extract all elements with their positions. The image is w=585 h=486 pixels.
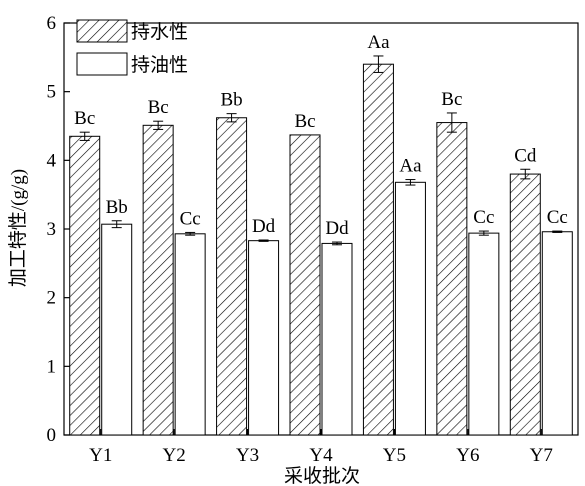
- x-tick-label: Y2: [163, 445, 186, 466]
- legend-swatch-hatch: [76, 19, 128, 43]
- y-axis-label: 加工特性/(g/g): [7, 169, 29, 287]
- x-tick-label: Y3: [236, 445, 259, 466]
- x-tick-label: Y5: [383, 445, 406, 466]
- bar-oil-y2: [174, 233, 206, 436]
- significance-label: Bc: [441, 89, 462, 110]
- significance-label: Cd: [514, 145, 537, 166]
- plot-frame: [63, 22, 579, 436]
- bar-oil-y6: [468, 232, 500, 436]
- bars: Bc Bb Bc Cc Bb Dd Bc Dd Aa Aa Bc Cc Cd Cc: [69, 32, 573, 436]
- y-ticks: 0 1 2 3 4 5 6: [47, 13, 70, 446]
- y-tick-label: 1: [47, 356, 57, 377]
- bar-oil-y5: [394, 181, 426, 436]
- significance-label: Cc: [473, 207, 494, 228]
- x-tick-label: Y1: [89, 445, 112, 466]
- y-tick-label: 2: [47, 288, 57, 309]
- x-tick-label: Y6: [456, 445, 479, 466]
- legend: 持水性 持油性: [76, 19, 188, 76]
- significance-label: Bc: [148, 97, 169, 118]
- bar-oil-y3: [248, 240, 280, 436]
- x-axis-label: 采收批次: [284, 465, 360, 486]
- bar-water-y4: [289, 134, 321, 436]
- x-ticks: Y1 Y2 Y3 Y4 Y5 Y6 Y7: [89, 429, 553, 466]
- bar-water-y7: [509, 173, 541, 436]
- legend-label-1: 持水性: [131, 21, 188, 43]
- y-tick-label: 4: [47, 150, 57, 171]
- bar-water-y6: [436, 122, 468, 436]
- significance-label: Bb: [220, 90, 242, 111]
- legend-label-2: 持油性: [131, 54, 188, 76]
- x-tick-label: Y7: [530, 445, 553, 466]
- significance-label: Aa: [367, 32, 390, 53]
- y-tick-label: 0: [47, 425, 57, 446]
- legend-swatch-plain: [76, 52, 128, 76]
- significance-label: Dd: [252, 216, 276, 237]
- significance-label: Cc: [180, 208, 201, 229]
- bar-oil-y1: [101, 223, 133, 436]
- bar-water-y3: [216, 117, 248, 436]
- bar-water-y2: [142, 124, 174, 436]
- y-tick-label: 3: [47, 219, 57, 240]
- significance-label: Dd: [325, 218, 349, 239]
- y-tick-label: 6: [47, 13, 57, 34]
- y-tick-label: 5: [47, 82, 57, 103]
- bar-oil-y7: [541, 231, 573, 436]
- x-tick-label: Y4: [309, 445, 333, 466]
- significance-label: Bc: [74, 108, 95, 129]
- significance-label: Aa: [399, 156, 422, 177]
- bar-water-y1: [69, 135, 101, 436]
- bar-water-y5: [362, 63, 394, 436]
- significance-label: Bc: [294, 111, 315, 132]
- bar-oil-y4: [321, 242, 353, 436]
- significance-label: Bb: [106, 197, 128, 218]
- significance-label: Cc: [547, 207, 568, 228]
